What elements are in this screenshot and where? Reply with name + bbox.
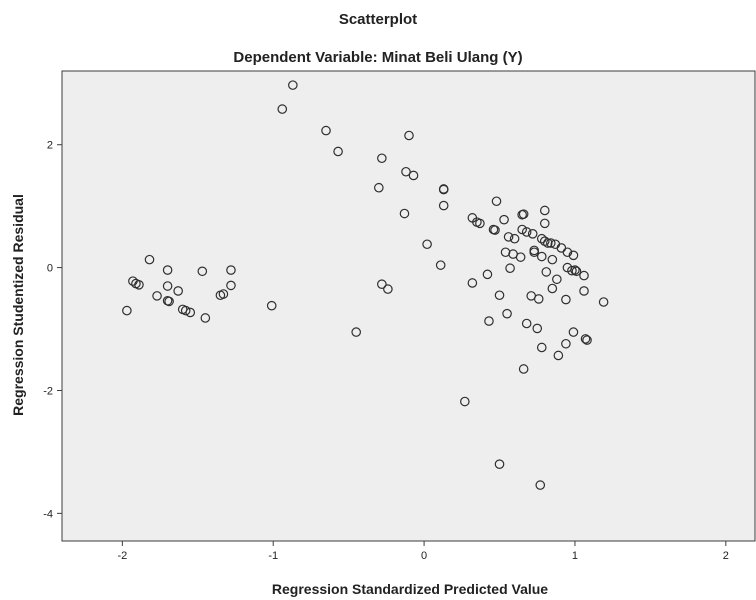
scatter-point [539, 205, 550, 216]
scatter-point [494, 290, 505, 301]
scatter-point [491, 196, 502, 207]
data-points [122, 80, 609, 490]
scatter-point [546, 238, 556, 248]
scatter-point [580, 334, 591, 344]
scatter-point [377, 153, 387, 164]
scatter-point [185, 307, 196, 318]
scatter-point [570, 265, 580, 275]
scatter-point [547, 283, 558, 294]
scatter-point [422, 239, 432, 250]
scatter-point [460, 396, 470, 407]
scatter-point [401, 166, 411, 177]
scatter-point [553, 350, 564, 361]
x-tick-label: 1 [572, 550, 578, 562]
scatter-point [582, 335, 592, 345]
scatter-point [536, 251, 547, 262]
chart-title: Scatterplot [339, 11, 417, 28]
scatter-point [539, 218, 550, 229]
scatter-point [517, 224, 527, 235]
scatter-point [351, 327, 361, 337]
scatter-point [218, 289, 229, 299]
scatter-point [482, 269, 493, 280]
scatter-point [475, 218, 485, 229]
x-axis-label: Regression Standardized Predicted Value [272, 581, 548, 597]
scatter-point [535, 480, 546, 490]
scatter-point [529, 247, 540, 258]
plot-area [61, 70, 756, 542]
y-tick-label: 2 [47, 140, 53, 152]
scatter-point [521, 227, 532, 237]
scatter-point [438, 200, 449, 211]
scatter-point [552, 274, 562, 285]
scatter-point [502, 308, 512, 319]
scatter-point [542, 238, 553, 248]
scatter-point [180, 305, 191, 316]
scatter-point [144, 254, 155, 265]
scatter-point [134, 280, 144, 290]
scatter-point [532, 323, 543, 334]
scatter-point [164, 296, 174, 307]
scatter-point [288, 80, 298, 90]
scatter-point [527, 229, 538, 239]
scatter-point [408, 170, 419, 181]
scatter-point [435, 260, 446, 270]
scatter-point [515, 252, 526, 262]
x-axis: -2 -1 0 1 2 [117, 541, 729, 562]
x-tick-label: 0 [421, 550, 427, 562]
scatter-point [162, 281, 173, 291]
y-axis: -4 -2 0 2 [43, 140, 62, 520]
scatter-point [490, 225, 500, 235]
x-tick-label: -1 [268, 550, 278, 562]
scatter-point [568, 327, 579, 337]
x-tick-label: -2 [117, 550, 127, 562]
scatter-point [333, 146, 343, 157]
scatter-point [579, 286, 589, 296]
scatter-point [377, 279, 387, 289]
scatter-point [321, 125, 331, 136]
scatter-point [505, 263, 515, 274]
scatter-point [162, 265, 173, 275]
scatter-point [467, 278, 478, 288]
y-tick-label: -4 [43, 508, 53, 520]
scatter-point [200, 313, 211, 323]
scatter-point [173, 286, 183, 296]
scatter-point [561, 338, 571, 349]
scatter-point [266, 300, 277, 311]
y-tick-label: 0 [47, 263, 53, 275]
scatter-point [536, 342, 547, 353]
scatter-point [503, 232, 514, 242]
scatter-point [226, 280, 236, 291]
scatter-point [561, 294, 571, 305]
y-axis-label: Regression Studentized Residual [10, 194, 26, 416]
scatter-point [518, 364, 529, 374]
x-tick-label: 2 [723, 550, 729, 562]
scatter-point [404, 130, 414, 141]
scatter-point [494, 459, 505, 470]
scatter-point [277, 104, 288, 114]
scatter-point [383, 284, 393, 294]
scatter-point [533, 294, 544, 304]
scatter-point [197, 266, 208, 277]
scatter-point [541, 267, 552, 277]
scatter-point [484, 316, 494, 326]
scatter-point [438, 184, 449, 194]
scatter-point [122, 305, 132, 316]
scatter-point [579, 270, 589, 281]
scatter-point [547, 254, 558, 265]
scatter-point [568, 250, 579, 261]
scatter-point [509, 233, 520, 244]
y-tick-label: -2 [43, 385, 53, 397]
scatter-point [571, 266, 582, 277]
scatter-point [399, 208, 410, 219]
scatter-point [374, 182, 384, 193]
scatter-point [152, 291, 162, 301]
scatter-point [562, 247, 573, 258]
scatter-point [521, 318, 532, 329]
scatter-point [226, 265, 236, 275]
scatter-point [499, 214, 509, 225]
scatter-point [518, 209, 529, 219]
chart-subtitle: Dependent Variable: Minat Beli Ulang (Y) [233, 49, 522, 66]
scatter-point [598, 297, 609, 307]
